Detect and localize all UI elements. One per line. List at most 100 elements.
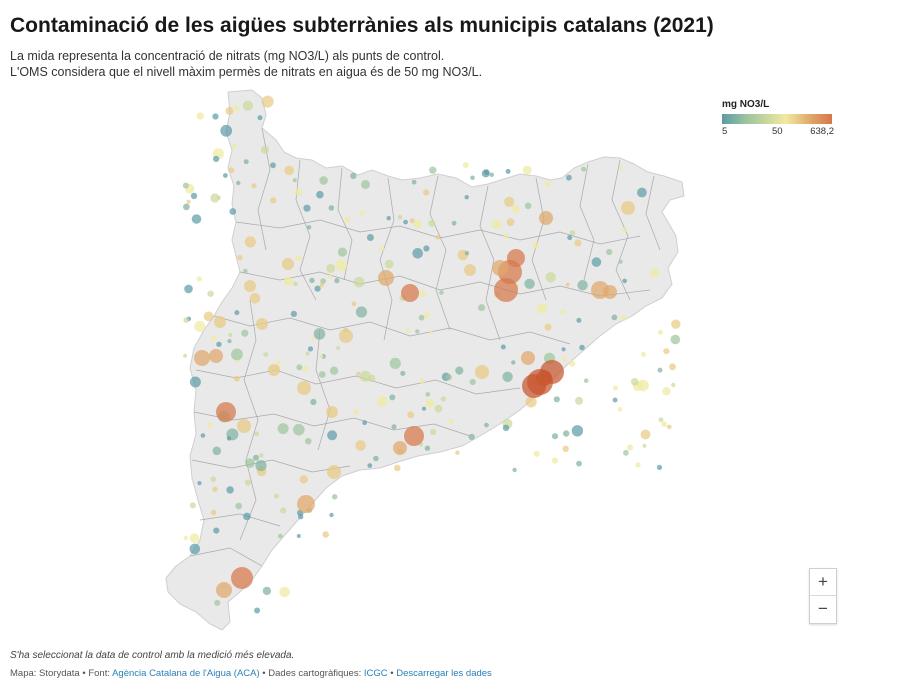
monitoring-point	[234, 310, 240, 316]
monitoring-point	[611, 314, 618, 321]
monitoring-point	[561, 356, 568, 362]
monitoring-point-large	[378, 270, 394, 286]
monitoring-point	[661, 421, 668, 428]
monitoring-point	[544, 323, 552, 331]
monitoring-point	[253, 454, 259, 461]
monitoring-point	[298, 514, 304, 520]
monitoring-point	[228, 332, 233, 337]
monitoring-point	[251, 183, 257, 189]
zoom-out-button[interactable]: −	[818, 599, 828, 618]
monitoring-point	[551, 433, 559, 440]
monitoring-point-large	[231, 567, 253, 589]
selection-note: S'ha seleccionat la data de control amb …	[10, 650, 295, 661]
monitoring-point	[305, 351, 310, 356]
monitoring-point	[620, 315, 627, 322]
monitoring-point	[356, 371, 361, 376]
monitoring-point	[640, 429, 651, 440]
monitoring-point	[355, 440, 366, 451]
monitoring-point	[671, 319, 681, 329]
monitoring-point	[617, 407, 623, 412]
monitoring-point	[642, 443, 647, 448]
monitoring-point-large	[256, 318, 268, 330]
monitoring-point	[435, 235, 441, 240]
monitoring-point	[569, 360, 576, 367]
monitoring-point	[623, 449, 629, 456]
monitoring-point	[415, 329, 420, 334]
monitoring-point-large	[621, 201, 635, 215]
monitoring-point	[581, 166, 587, 172]
monitoring-point	[237, 254, 243, 261]
monitoring-point	[254, 431, 260, 437]
monitoring-point	[210, 335, 217, 342]
monitoring-point	[630, 378, 639, 386]
monitoring-point	[411, 179, 417, 185]
monitoring-point	[455, 450, 460, 455]
monitoring-point	[576, 317, 582, 323]
monitoring-point	[489, 172, 495, 178]
monitoring-point	[545, 272, 556, 283]
monitoring-point	[560, 309, 566, 315]
monitoring-point	[561, 347, 566, 352]
monitoring-point	[637, 187, 647, 198]
monitoring-point	[270, 197, 277, 204]
monitoring-point	[351, 301, 357, 307]
monitoring-point	[290, 310, 297, 317]
monitoring-point	[292, 178, 297, 183]
monitoring-point	[468, 433, 475, 440]
legend-max: 638,2	[810, 126, 834, 137]
monitoring-point	[189, 543, 201, 555]
monitoring-point	[303, 204, 311, 212]
monitoring-point	[210, 476, 217, 483]
monitoring-point	[440, 396, 446, 402]
monitoring-point	[305, 438, 312, 445]
monitoring-point	[213, 527, 220, 534]
monitoring-point	[405, 328, 411, 333]
carto-link[interactable]: ICGC	[363, 668, 388, 679]
monitoring-point-large	[401, 284, 419, 302]
monitoring-point	[618, 259, 623, 264]
legend-title: mg NO3/L	[722, 99, 770, 110]
footer: Mapa: Storydata • Font: Agència Catalana…	[10, 668, 492, 679]
monitoring-point	[512, 467, 517, 473]
monitoring-point-large	[603, 285, 617, 299]
monitoring-point	[640, 351, 647, 357]
monitoring-point	[612, 385, 619, 391]
monitoring-point	[293, 281, 298, 287]
monitoring-point	[663, 348, 670, 355]
monitoring-point	[421, 406, 427, 411]
monitoring-point	[566, 174, 572, 181]
monitoring-point-large	[494, 278, 518, 302]
monitoring-point	[429, 330, 433, 335]
monitoring-point	[197, 481, 202, 486]
monitoring-point	[553, 396, 560, 403]
monitoring-point	[319, 282, 324, 288]
monitoring-point	[481, 169, 490, 178]
catalonia-map[interactable]	[0, 80, 700, 640]
zoom-in-button[interactable]: +	[818, 572, 828, 591]
monitoring-point	[210, 509, 217, 516]
monitoring-point	[671, 382, 676, 388]
monitoring-point-large	[327, 465, 341, 479]
monitoring-point	[299, 475, 308, 484]
monitoring-point	[491, 219, 502, 230]
monitoring-point-large	[237, 419, 251, 433]
download-link[interactable]: Descarregar les dades	[396, 668, 492, 679]
monitoring-point	[533, 450, 540, 457]
monitoring-point	[591, 257, 602, 267]
monitoring-point-large	[244, 280, 256, 292]
monitoring-point	[366, 234, 374, 241]
monitoring-point	[352, 408, 359, 415]
source-link[interactable]: Agència Catalana de l'Aigua (ACA)	[112, 668, 260, 679]
monitoring-point	[294, 188, 303, 197]
monitoring-point	[379, 246, 385, 252]
monitoring-point	[200, 433, 206, 438]
monitoring-point	[524, 202, 532, 210]
monitoring-point-large	[297, 495, 315, 513]
monitoring-point	[183, 317, 189, 323]
monitoring-point	[376, 395, 388, 407]
monitoring-point	[412, 248, 424, 259]
monitoring-point	[425, 392, 431, 397]
monitoring-point	[189, 502, 196, 509]
monitoring-point	[544, 181, 551, 188]
monitoring-point	[504, 196, 515, 207]
